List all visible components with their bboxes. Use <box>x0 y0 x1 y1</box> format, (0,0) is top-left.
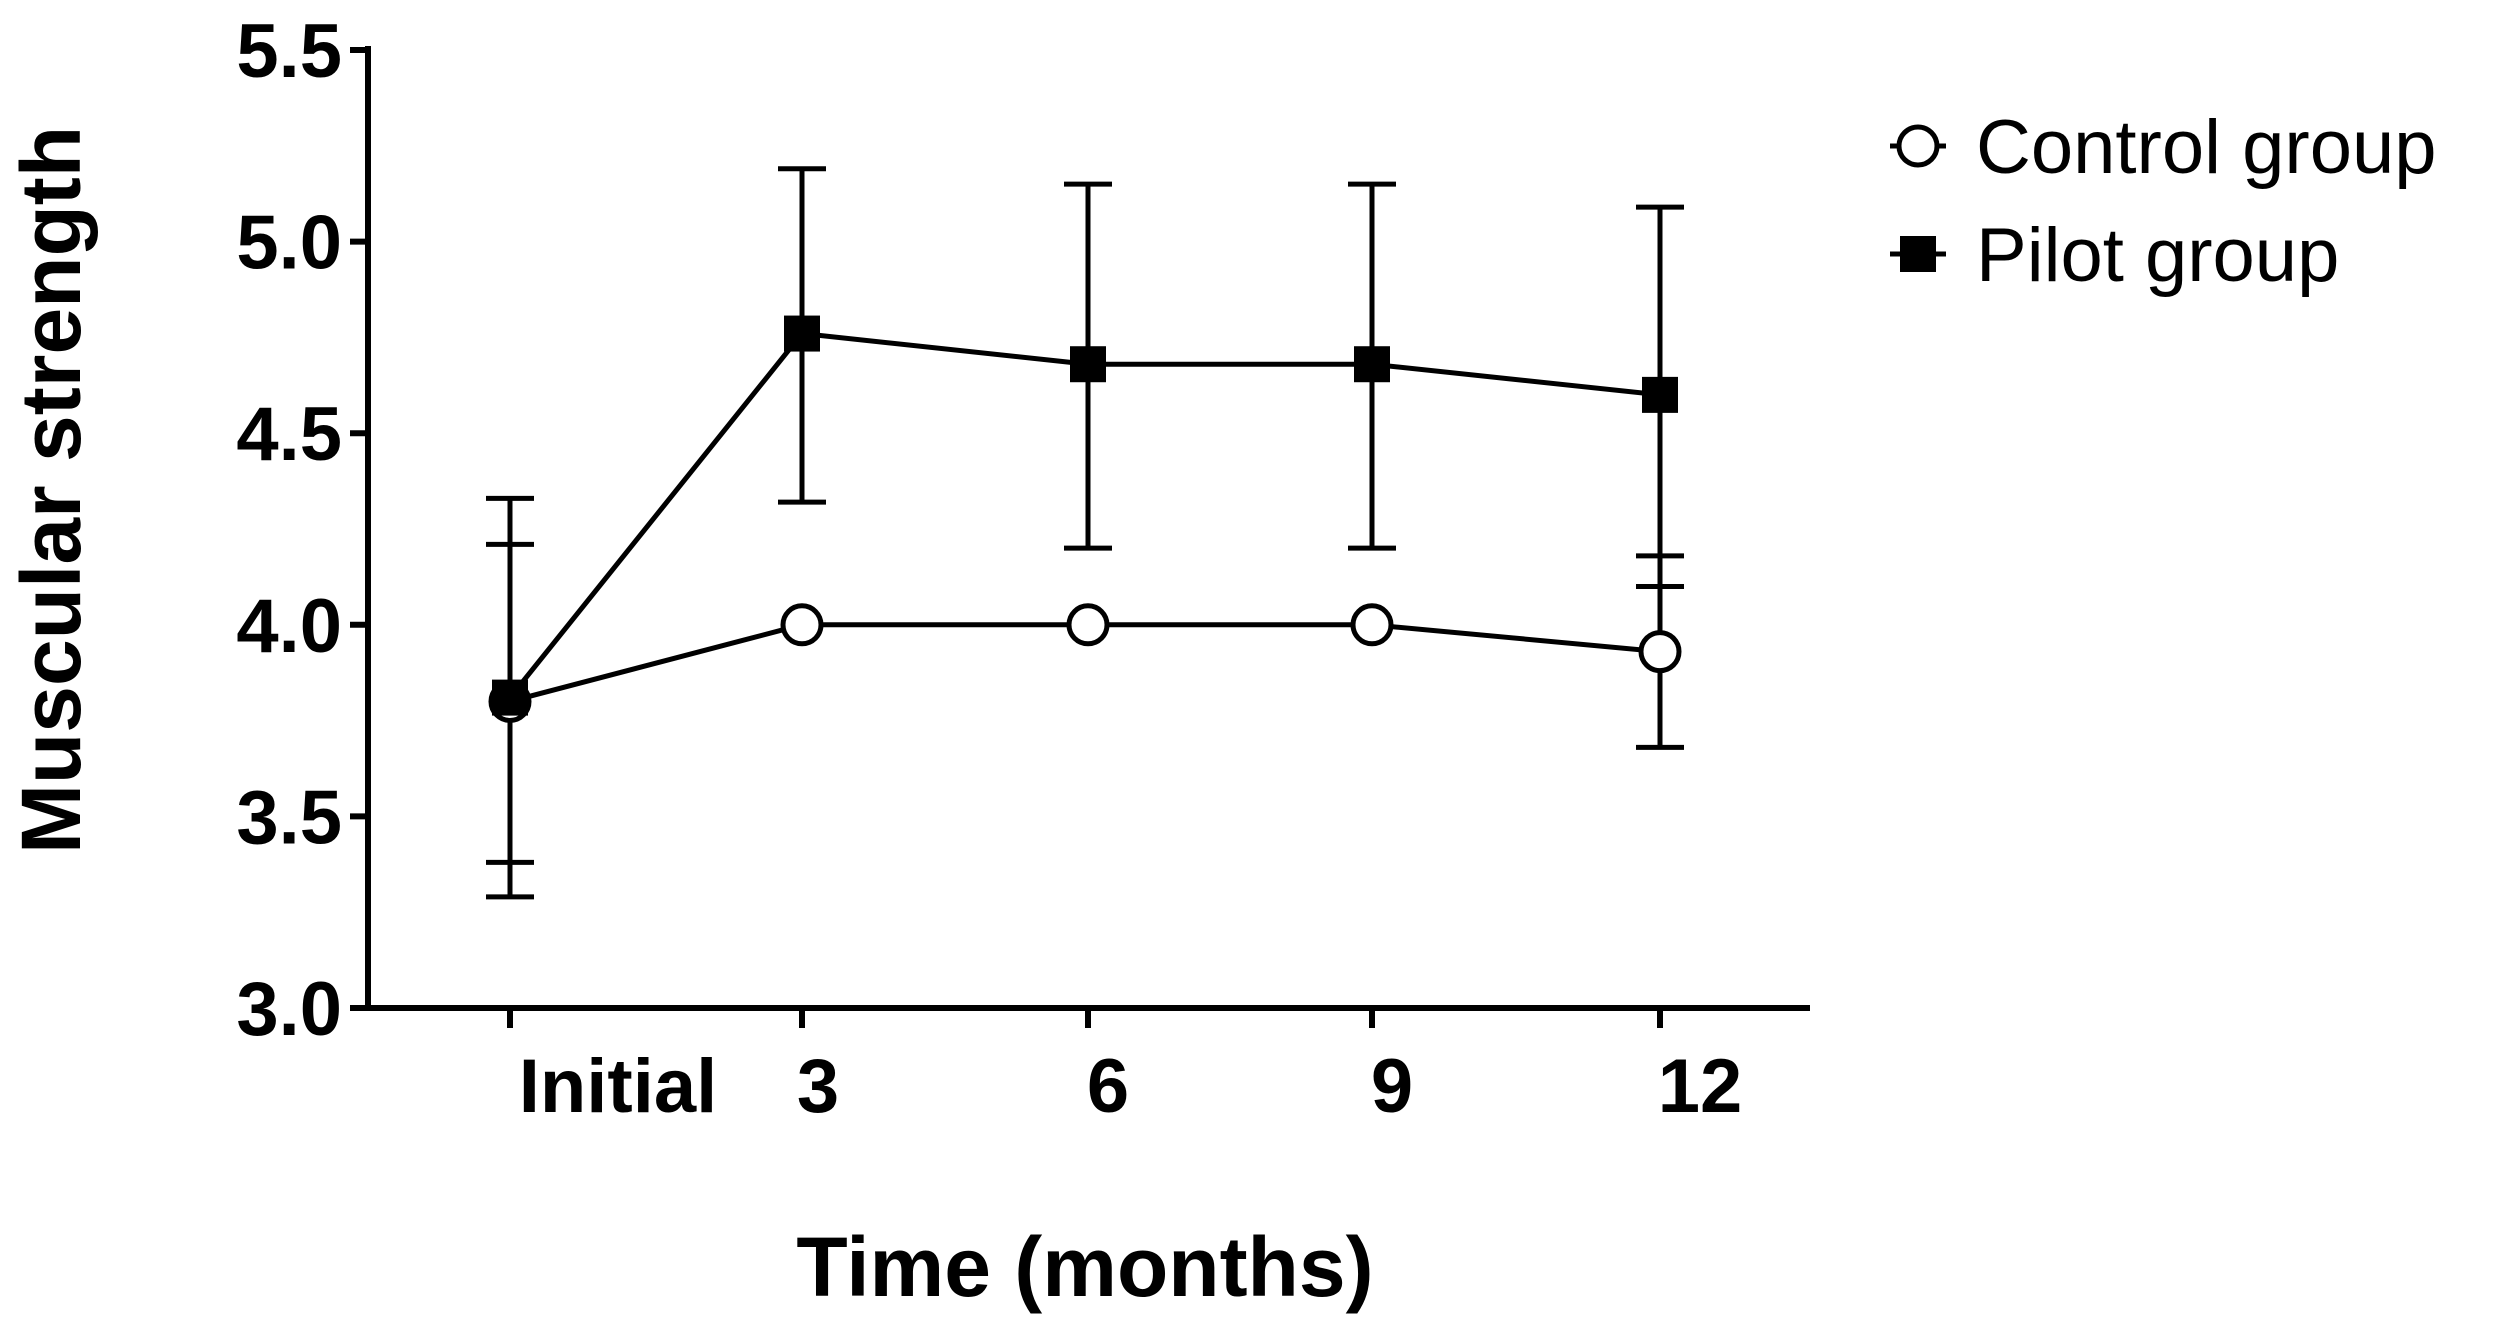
series-lines <box>508 330 1661 704</box>
x-tick-label: 9 <box>1371 1044 1413 1129</box>
y-tick-label: 4.0 <box>236 584 342 669</box>
axes: 3.0 3.5 4.0 4.5 5.0 5.5 Initial 3 6 9 12 <box>236 9 1810 1129</box>
y-tick-label: 3.0 <box>236 967 342 1052</box>
pilot-data-point <box>1070 346 1106 383</box>
control-data-point <box>1638 630 1682 674</box>
y-tick-label: 3.5 <box>236 775 342 860</box>
pilot-data-point <box>784 315 820 352</box>
x-tick-label: 3 <box>797 1044 839 1129</box>
y-tick-label: 4.5 <box>236 392 342 477</box>
series-markers <box>488 315 1682 723</box>
y-axis-title: Muscular strength <box>4 126 98 854</box>
pilot-data-point <box>1642 376 1678 413</box>
x-tick-label: Initial <box>519 1044 717 1129</box>
y-tick-label: 5.0 <box>236 201 342 286</box>
x-tick-label: 6 <box>1087 1044 1129 1129</box>
legend-marker-pilot <box>1900 236 1936 272</box>
control-data-point <box>780 603 824 647</box>
legend-marker-control <box>1896 124 1940 168</box>
legend: Control group Pilot group <box>1890 105 2437 298</box>
x-axis-title: Time (months) <box>796 1220 1373 1314</box>
y-tick-label: 5.5 <box>236 9 342 94</box>
control-data-point <box>1066 603 1110 647</box>
control-data-point <box>1350 603 1394 647</box>
error-bars <box>486 166 1684 900</box>
x-tick-label: 12 <box>1658 1044 1743 1129</box>
pilot-data-point <box>492 679 528 716</box>
legend-label: Control group <box>1976 105 2437 190</box>
legend-label: Pilot group <box>1976 213 2339 298</box>
pilot-data-point <box>1354 346 1390 383</box>
